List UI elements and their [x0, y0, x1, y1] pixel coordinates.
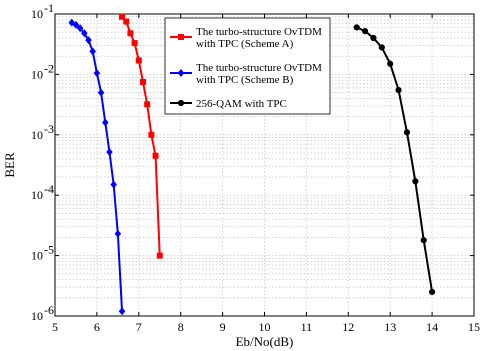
x-tick-label: 10 — [259, 320, 271, 334]
data-point — [387, 60, 394, 67]
data-point — [114, 229, 122, 238]
legend-swatch-marker — [177, 69, 185, 77]
data-point — [118, 307, 126, 316]
y-tick-exponent: -4 — [44, 182, 54, 196]
legend-entry-label: with TPC (Scheme B) — [196, 74, 294, 86]
x-tick-label: 7 — [136, 320, 142, 334]
x-tick-label: 12 — [342, 320, 354, 334]
data-point — [361, 28, 369, 35]
series-line — [356, 26, 434, 293]
y-tick-label: 10 — [31, 7, 43, 21]
data-point — [123, 18, 130, 25]
legend-entry-label: 256-QAM with TPC — [196, 98, 287, 110]
series-line — [71, 21, 124, 312]
x-tick-label: 14 — [426, 320, 438, 334]
series-1 — [119, 13, 163, 259]
data-point — [102, 118, 109, 127]
legend-entry-label: The turbo-structure OvTDM — [196, 26, 322, 38]
x-tick-label: 8 — [178, 320, 184, 334]
data-point — [85, 36, 92, 45]
legend-swatch-marker — [178, 34, 184, 40]
data-point — [68, 18, 76, 27]
y-tick-label: 10 — [31, 249, 43, 263]
data-point — [144, 101, 151, 108]
legend-box — [164, 17, 331, 115]
data-point — [370, 34, 377, 42]
x-tick-label: 6 — [94, 320, 100, 334]
data-point — [72, 20, 80, 29]
y-tick-label: 10 — [31, 67, 43, 81]
data-point — [156, 252, 163, 259]
data-point — [395, 86, 402, 94]
y-tick-exponent: -3 — [44, 122, 54, 136]
data-point — [378, 44, 385, 51]
data-point — [89, 47, 96, 56]
data-point — [429, 288, 436, 296]
data-point — [353, 24, 360, 31]
x-tick-label: 13 — [384, 320, 396, 334]
data-point — [420, 237, 427, 244]
y-tick-exponent: -6 — [44, 303, 54, 317]
legend-entry-label: with TPC (Scheme A) — [196, 38, 294, 50]
x-axis-label: Eb/No(dB) — [236, 334, 294, 349]
y-tick-exponent: -5 — [44, 243, 54, 257]
data-point — [152, 152, 159, 159]
data-point — [403, 129, 411, 136]
data-point — [135, 57, 142, 64]
series-layer — [68, 13, 436, 316]
data-point — [110, 180, 117, 189]
x-tick-label: 9 — [220, 320, 226, 334]
y-tick-exponent: -2 — [44, 61, 54, 75]
y-tick-label: 10 — [31, 128, 43, 142]
legend-entry-label: The turbo-structure OvTDM — [196, 62, 322, 74]
data-point — [139, 78, 146, 85]
series-line — [121, 16, 161, 256]
y-tick-exponent: -1 — [44, 1, 54, 15]
data-point — [412, 178, 419, 185]
data-point — [119, 13, 126, 20]
data-point — [76, 24, 84, 33]
data-point — [127, 30, 134, 37]
y-tick-label: 10 — [31, 309, 43, 323]
series-2 — [68, 18, 126, 316]
data-point — [93, 69, 101, 78]
legend-swatch-marker — [177, 99, 185, 107]
y-axis-label: BER — [2, 152, 17, 178]
x-tick-label: 11 — [301, 320, 313, 334]
data-point — [97, 88, 105, 97]
data-point — [148, 131, 155, 138]
series-3 — [353, 24, 436, 296]
x-tick-label: 15 — [468, 320, 480, 334]
data-point — [131, 40, 138, 47]
x-tick-label: 5 — [52, 320, 58, 334]
data-point — [106, 147, 113, 156]
data-point — [81, 29, 88, 38]
y-tick-label: 10 — [31, 188, 43, 202]
